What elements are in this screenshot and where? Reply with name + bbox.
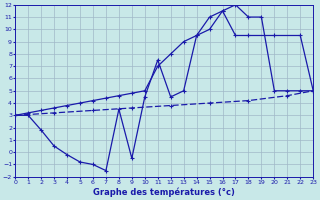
X-axis label: Graphe des températures (°c): Graphe des températures (°c) [93,188,235,197]
